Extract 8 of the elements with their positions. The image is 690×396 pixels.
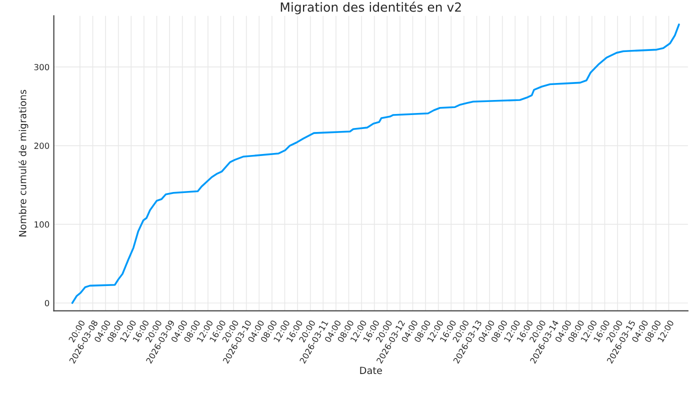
y-tick-label: 0	[44, 300, 50, 306]
y-tick-label: 100	[34, 221, 50, 228]
y-tick-label: 300	[34, 64, 50, 70]
y-axis-title: Nombre cumulé de migrations	[18, 90, 28, 236]
line-series	[71, 24, 680, 304]
chart-title: Migration des identités en v2	[280, 2, 461, 14]
x-axis-title: Date	[360, 366, 382, 374]
y-tick-label: 200	[34, 142, 50, 149]
